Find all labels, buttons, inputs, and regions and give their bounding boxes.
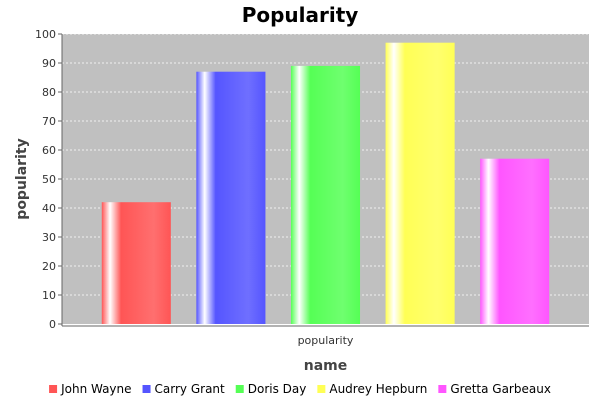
bar-audrey-hepburn — [385, 42, 455, 324]
y-tick-label: 90 — [42, 57, 56, 70]
y-tick-label: 70 — [42, 115, 56, 128]
bars — [101, 42, 550, 325]
legend-label: Audrey Hepburn — [329, 382, 427, 396]
x-axis-title: name — [304, 358, 348, 374]
y-tick-label: 30 — [42, 231, 56, 244]
legend-label: Carry Grant — [155, 382, 225, 396]
x-axis-ticks: popularity — [298, 334, 354, 347]
y-tick-label: 10 — [42, 289, 56, 302]
y-tick-label: 50 — [42, 173, 56, 186]
legend-label: Gretta Garbeaux — [450, 382, 551, 396]
legend-label: Doris Day — [248, 382, 307, 396]
y-tick-label: 0 — [49, 318, 56, 331]
bar-gretta-garbeaux — [480, 158, 550, 324]
chart-title: Popularity — [242, 3, 359, 27]
legend-swatch — [142, 385, 151, 393]
legend: John Wayne Carry Grant Doris Day Audrey Hep… — [49, 382, 551, 396]
bar-doris-day — [290, 65, 361, 325]
y-tick-label: 100 — [35, 28, 56, 41]
legend-swatch — [49, 385, 58, 393]
legend-swatch — [317, 385, 326, 393]
y-tick-label: 60 — [42, 144, 56, 157]
bar-carry-grant — [196, 71, 266, 324]
y-tick-label: 80 — [42, 86, 56, 99]
y-tick-label: 40 — [42, 202, 56, 215]
legend-swatch — [438, 385, 447, 393]
x-tick-label: popularity — [298, 334, 354, 347]
y-tick-label: 20 — [42, 260, 56, 273]
y-axis-title: popularity — [14, 138, 30, 219]
bar-john-wayne — [101, 202, 171, 324]
legend-swatch — [235, 385, 244, 393]
legend-label: John Wayne — [60, 382, 131, 396]
axes — [61, 34, 589, 327]
y-axis-ticks: 0 10 20 30 40 50 60 70 80 90 100 — [35, 28, 62, 331]
